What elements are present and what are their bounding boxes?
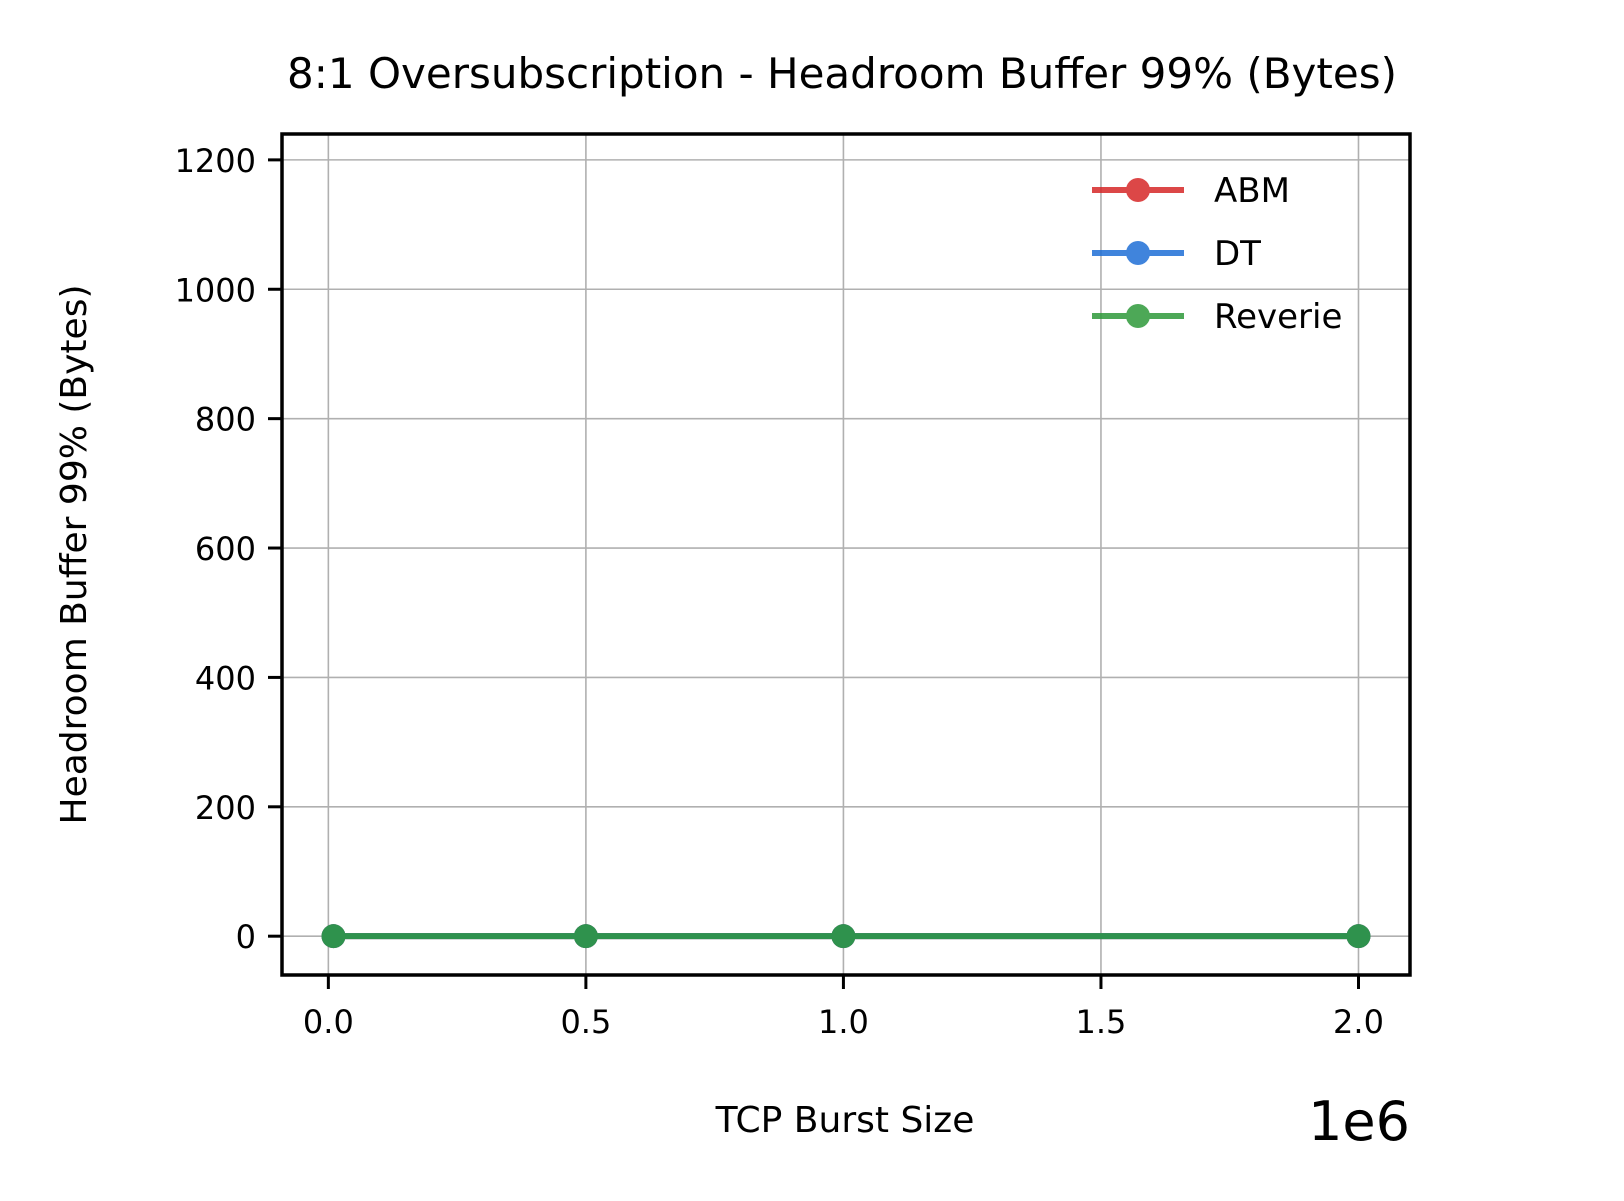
x-tick-label: 1.0 — [818, 1003, 869, 1041]
legend-label: Reverie — [1214, 297, 1342, 337]
legend-label: ABM — [1214, 171, 1290, 211]
x-axis-label: TCP Burst Size — [715, 1100, 975, 1141]
data-point — [321, 924, 346, 949]
y-tick-label: 400 — [195, 659, 256, 697]
x-axis-offset-label: 1e6 — [1308, 1090, 1410, 1153]
y-tick-label: 0 — [236, 918, 256, 956]
legend-marker — [1126, 178, 1150, 202]
x-tick-label: 0.0 — [303, 1003, 354, 1041]
legend-marker — [1126, 241, 1150, 265]
legend-entry-reverie — [1092, 304, 1184, 328]
data-point — [1346, 924, 1371, 949]
x-tick-label: 0.5 — [560, 1003, 611, 1041]
x-tick-label: 1.5 — [1076, 1003, 1127, 1041]
chart-title: 8:1 Oversubscription - Headroom Buffer 9… — [287, 49, 1397, 98]
series-reverie — [321, 924, 1371, 949]
y-tick-label: 800 — [195, 401, 256, 439]
y-axis-label: Headroom Buffer 99% (Bytes) — [54, 285, 95, 825]
y-tick-label: 600 — [195, 530, 256, 568]
legend-entry-dt — [1092, 241, 1184, 265]
axes: 0.0 0.5 1.0 1.5 2.0 0 200 400 600 800 1000 1200 — [175, 142, 1384, 1041]
legend: ABM DT Reverie — [1092, 171, 1342, 337]
legend-entry-abm — [1092, 178, 1184, 202]
data-point — [831, 924, 856, 949]
y-tick-label: 1000 — [175, 271, 256, 309]
y-tick-label: 1200 — [175, 142, 256, 180]
plot-area-frame — [280, 132, 1412, 977]
data-point — [573, 924, 598, 949]
legend-marker — [1126, 304, 1150, 328]
y-tick-label: 200 — [195, 789, 256, 827]
x-tick-label: 2.0 — [1333, 1003, 1384, 1041]
series-layer — [321, 924, 1371, 949]
legend-label: DT — [1214, 234, 1261, 274]
